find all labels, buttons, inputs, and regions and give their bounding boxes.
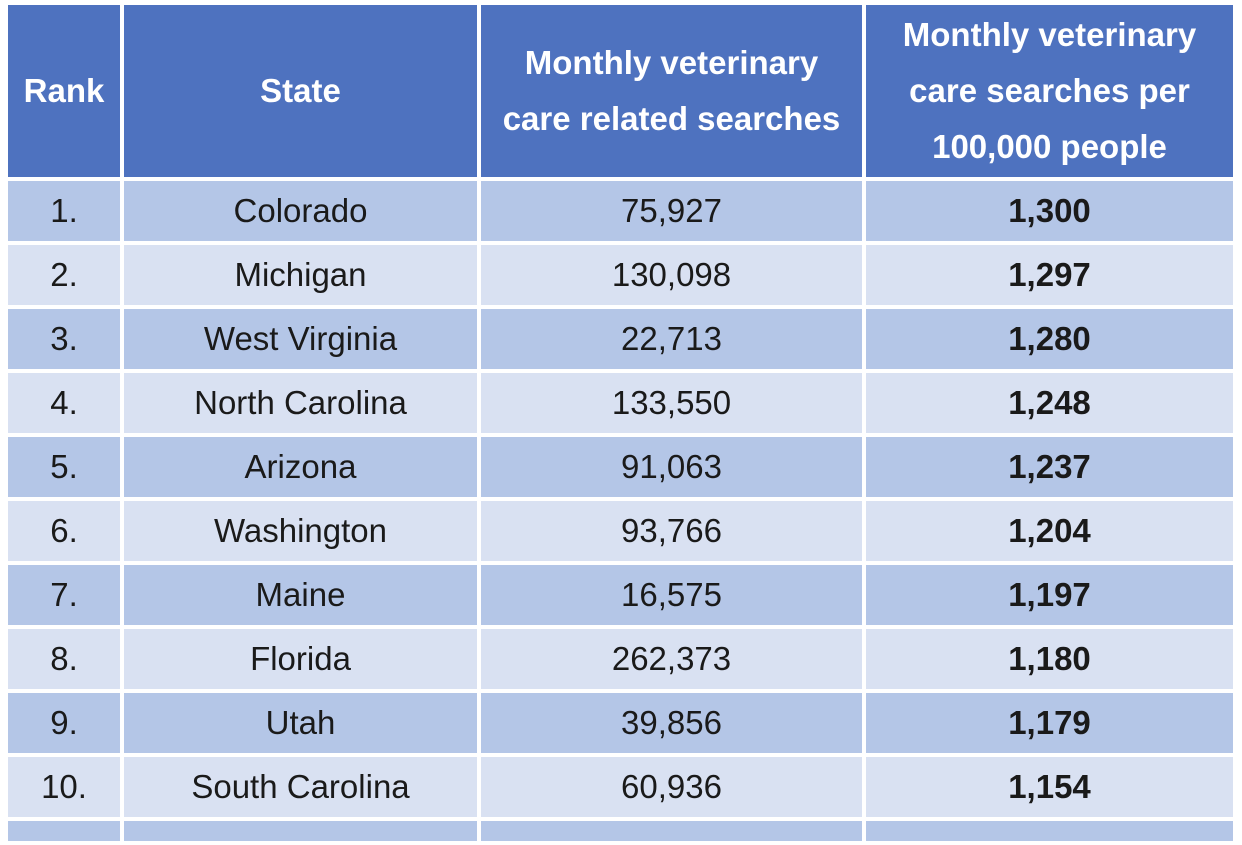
table-row: 5. Arizona 91,063 1,237	[8, 437, 1233, 497]
table-cell: 39,856	[481, 693, 862, 753]
table-header: Rank State Monthly veterinary care relat…	[8, 5, 1233, 177]
empty-cell	[866, 821, 1233, 841]
table-cell: 1,248	[866, 373, 1233, 433]
empty-cell	[8, 821, 120, 841]
table-cell: 1,204	[866, 501, 1233, 561]
table-cell: 5.	[8, 437, 120, 497]
table-cell: 60,936	[481, 757, 862, 817]
header-cell: Monthly veterinary care searches per 100…	[866, 5, 1233, 177]
table-cell: 1,197	[866, 565, 1233, 625]
table-cell: 133,550	[481, 373, 862, 433]
table-cell: 75,927	[481, 181, 862, 241]
table-cell: 1,280	[866, 309, 1233, 369]
table-row: 3. West Virginia 22,713 1,280	[8, 309, 1233, 369]
table-cell: 1,300	[866, 181, 1233, 241]
table-cell: 1.	[8, 181, 120, 241]
table-cell: 1,237	[866, 437, 1233, 497]
table-cell: West Virginia	[124, 309, 477, 369]
table-row: 7. Maine 16,575 1,197	[8, 565, 1233, 625]
table-cell: 1,180	[866, 629, 1233, 689]
table-cell: 4.	[8, 373, 120, 433]
table-cell: Washington	[124, 501, 477, 561]
table-cell: Florida	[124, 629, 477, 689]
table-cell: 6.	[8, 501, 120, 561]
table-cell: 9.	[8, 693, 120, 753]
header-cell: Monthly veterinary care related searches	[481, 5, 862, 177]
table-cell: 22,713	[481, 309, 862, 369]
header-row: Rank State Monthly veterinary care relat…	[8, 5, 1233, 177]
table-cell: 1,297	[866, 245, 1233, 305]
table-row: 9. Utah 39,856 1,179	[8, 693, 1233, 753]
table-cell: 93,766	[481, 501, 862, 561]
table-cell: 10.	[8, 757, 120, 817]
table-row: 6. Washington 93,766 1,204	[8, 501, 1233, 561]
table-cell: Utah	[124, 693, 477, 753]
table-row: 2. Michigan 130,098 1,297	[8, 245, 1233, 305]
table-cell: Michigan	[124, 245, 477, 305]
table-cell: North Carolina	[124, 373, 477, 433]
header-cell: State	[124, 5, 477, 177]
table-cell: 1,154	[866, 757, 1233, 817]
table-cell: 16,575	[481, 565, 862, 625]
table-cell: 130,098	[481, 245, 862, 305]
row-stub	[8, 821, 1233, 841]
table-cell: 3.	[8, 309, 120, 369]
table-cell: South Carolina	[124, 757, 477, 817]
empty-cell	[481, 821, 862, 841]
table-cell: Colorado	[124, 181, 477, 241]
table-cell: 91,063	[481, 437, 862, 497]
table-row: 4. North Carolina 133,550 1,248	[8, 373, 1233, 433]
empty-cell	[124, 821, 477, 841]
table-cell: Arizona	[124, 437, 477, 497]
table-row: 1. Colorado 75,927 1,300	[8, 181, 1233, 241]
table-cell: 2.	[8, 245, 120, 305]
table-cell: 1,179	[866, 693, 1233, 753]
table-cell: Maine	[124, 565, 477, 625]
table-cell: 7.	[8, 565, 120, 625]
table-cell: 8.	[8, 629, 120, 689]
header-cell: Rank	[8, 5, 120, 177]
table-cell: 262,373	[481, 629, 862, 689]
table-body: 1. Colorado 75,927 1,300 2. Michigan 130,098 1,…	[8, 181, 1233, 841]
ranking-table: Rank State Monthly veterinary care relat…	[4, 1, 1237, 845]
table-row: 8. Florida 262,373 1,180	[8, 629, 1233, 689]
table-row: 10. South Carolina 60,936 1,154	[8, 757, 1233, 817]
